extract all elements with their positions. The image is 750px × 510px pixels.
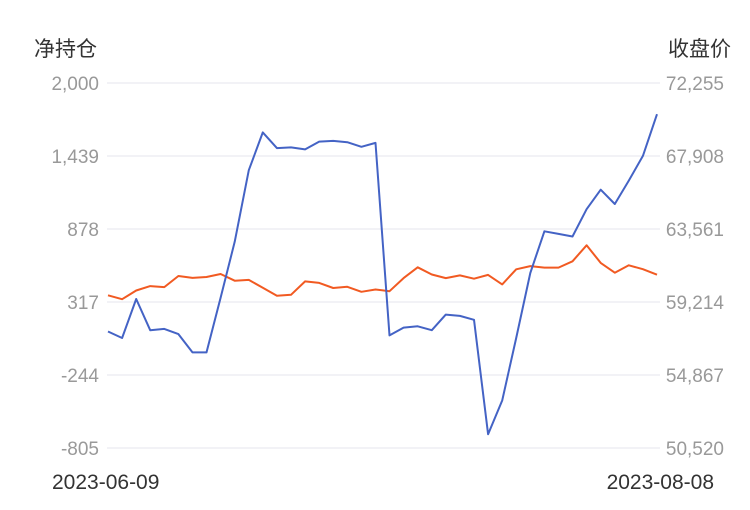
left-tick-label: 878 — [67, 220, 99, 241]
right-tick-label: 72,255 — [666, 74, 724, 95]
right-axis-title: 收盘价 — [668, 38, 731, 61]
left-tick-label: 2,000 — [51, 74, 99, 95]
left-tick-label: -244 — [61, 366, 99, 387]
left-axis-title: 净持仓 — [34, 38, 97, 61]
right-tick-label: 54,867 — [666, 366, 724, 387]
left-tick-label: -805 — [61, 439, 99, 460]
close-price-line — [107, 244, 658, 301]
gridlines — [107, 82, 660, 449]
right-tick-label: 63,561 — [666, 220, 724, 241]
net-position-line — [107, 113, 658, 436]
x-tick-start: 2023-06-09 — [52, 471, 159, 494]
right-tick-label: 67,908 — [666, 147, 724, 168]
left-tick-label: 1,439 — [51, 147, 99, 168]
series-lines — [107, 113, 658, 436]
left-tick-label: 317 — [67, 293, 99, 314]
x-tick-end: 2023-08-08 — [607, 471, 714, 494]
right-tick-label: 50,520 — [666, 439, 724, 460]
right-tick-label: 59,214 — [666, 293, 725, 314]
axis-ticks: 2,000 72,255 1,439 67,908 878 63,561 317 59,214… — [51, 74, 724, 460]
